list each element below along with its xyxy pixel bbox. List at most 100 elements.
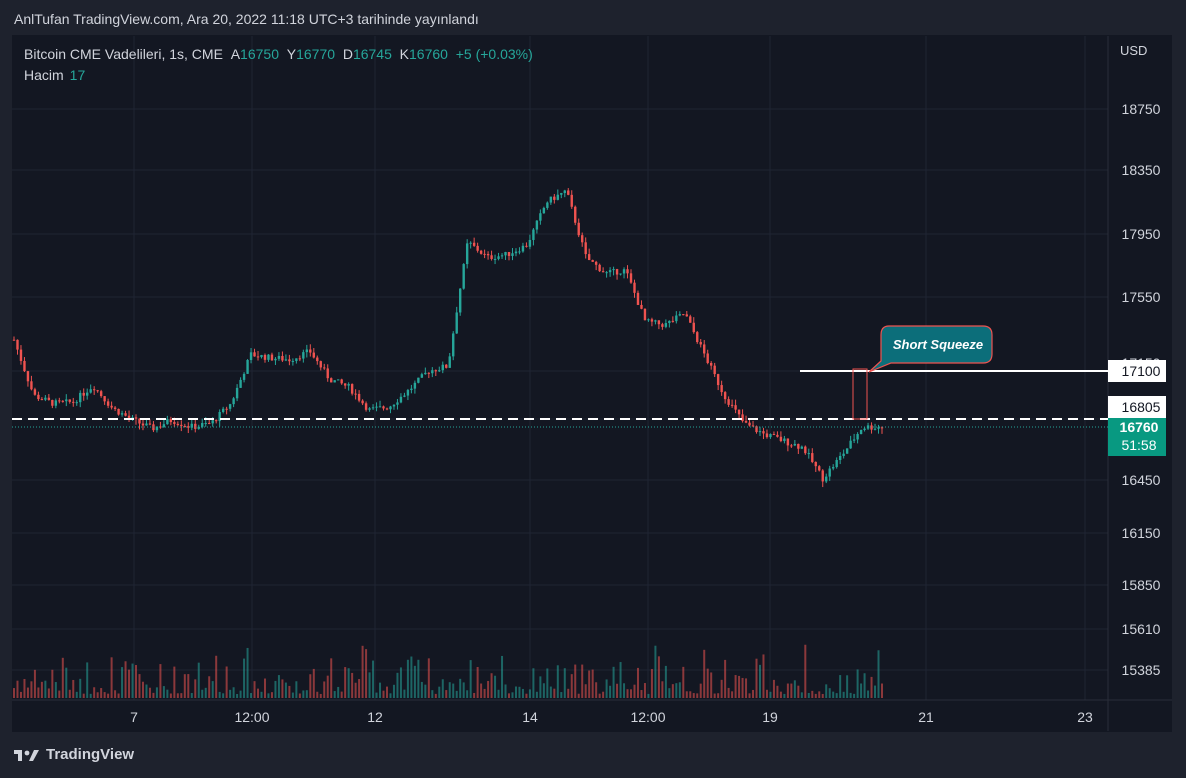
volume-bar bbox=[44, 680, 47, 698]
chart-pane[interactable] bbox=[12, 35, 1172, 732]
candle-body bbox=[396, 402, 399, 405]
volume-bar bbox=[508, 693, 511, 698]
candle-body bbox=[103, 396, 106, 402]
volume-bar bbox=[166, 689, 169, 698]
volume-bar bbox=[316, 691, 319, 698]
candle-body bbox=[741, 414, 744, 422]
volume-bar bbox=[445, 690, 448, 698]
candle-body bbox=[228, 404, 232, 409]
currency-label[interactable]: USD bbox=[1120, 43, 1148, 58]
volume-bar bbox=[19, 691, 22, 698]
candle-body bbox=[361, 400, 364, 404]
volume-bar bbox=[155, 687, 158, 698]
candle-body bbox=[845, 448, 849, 454]
volume-bar bbox=[180, 693, 183, 698]
volume-bar bbox=[521, 688, 524, 698]
candle-body bbox=[608, 270, 612, 273]
volume-bar bbox=[365, 649, 368, 698]
price-tick-label: 15385 bbox=[1122, 662, 1161, 678]
volume-bar bbox=[487, 680, 490, 698]
volume-bar bbox=[396, 672, 399, 698]
candle-body bbox=[797, 443, 800, 449]
volume-bar bbox=[567, 688, 570, 698]
candle-body bbox=[838, 455, 842, 461]
candle-body bbox=[804, 446, 807, 454]
label-16805: 16805 bbox=[1108, 396, 1166, 418]
volume-bar bbox=[250, 693, 253, 698]
volume-bar bbox=[61, 657, 64, 698]
candle-body bbox=[173, 422, 176, 424]
volume-bar bbox=[853, 693, 856, 698]
candle-body bbox=[591, 260, 594, 262]
candle-body bbox=[675, 315, 678, 322]
volume-bar bbox=[284, 682, 287, 698]
candle-body bbox=[647, 319, 650, 321]
candle-body bbox=[696, 332, 699, 343]
volume-bar bbox=[263, 678, 266, 698]
volume-bar bbox=[689, 691, 692, 698]
time-tick-label: 14 bbox=[522, 709, 538, 725]
candle-body bbox=[23, 360, 26, 372]
volume-bar bbox=[243, 658, 246, 698]
volume-bar bbox=[176, 693, 179, 698]
candle-body bbox=[490, 255, 493, 259]
candle-body bbox=[277, 355, 281, 359]
high-value: 16770 bbox=[296, 46, 336, 62]
candle-body bbox=[44, 397, 47, 400]
candle-body bbox=[336, 379, 340, 381]
candle-body bbox=[155, 426, 159, 431]
volume-bar bbox=[734, 675, 737, 698]
volume-bar bbox=[825, 684, 828, 698]
volume-bar bbox=[643, 683, 646, 698]
candle-body bbox=[176, 423, 180, 425]
volume-bar bbox=[351, 672, 354, 698]
volume-bar bbox=[51, 669, 54, 698]
candle-body bbox=[204, 422, 207, 424]
volume-bar bbox=[553, 688, 556, 698]
candle-body bbox=[762, 431, 765, 434]
volume-bar bbox=[169, 693, 172, 698]
candle-body bbox=[643, 308, 647, 321]
volume-bar bbox=[650, 669, 653, 698]
candle-body bbox=[288, 359, 291, 362]
volume-bar bbox=[776, 685, 779, 698]
volume-bar bbox=[860, 683, 863, 698]
candle-body bbox=[263, 354, 267, 360]
candle-body bbox=[689, 316, 692, 323]
short-squeeze-callout[interactable]: Short Squeeze bbox=[868, 325, 993, 373]
volume-bar bbox=[162, 686, 165, 698]
candle-body bbox=[413, 382, 417, 389]
volume-bar bbox=[511, 692, 514, 698]
candle-body bbox=[560, 193, 563, 195]
candle-body bbox=[870, 425, 873, 430]
candle-body bbox=[877, 427, 880, 429]
candle-body bbox=[357, 393, 361, 401]
candle-body bbox=[629, 273, 633, 283]
volume-bar bbox=[849, 692, 852, 698]
candle-body bbox=[755, 426, 758, 433]
volume-bar bbox=[148, 687, 151, 698]
candle-body bbox=[650, 319, 654, 322]
volume-bar bbox=[473, 692, 476, 698]
svg-text:17100: 17100 bbox=[1122, 363, 1161, 379]
candle-body bbox=[385, 408, 389, 410]
volume-bar bbox=[399, 667, 402, 698]
volume-bar bbox=[159, 664, 162, 698]
candle-body bbox=[535, 220, 539, 230]
volume-bar bbox=[406, 659, 409, 698]
candle-body bbox=[37, 394, 40, 400]
candle-body bbox=[340, 379, 343, 384]
symbol-name[interactable]: Bitcoin CME Vadelileri, 1s, CME bbox=[24, 46, 223, 62]
candle-body bbox=[218, 411, 221, 422]
volume-bar bbox=[194, 679, 197, 698]
volume-bar bbox=[602, 691, 605, 698]
volume-bar bbox=[877, 650, 880, 698]
candle-body bbox=[507, 252, 511, 256]
volume-bar bbox=[257, 688, 260, 698]
candle-body bbox=[581, 235, 584, 243]
volume-bar bbox=[863, 673, 866, 698]
volume-bar bbox=[654, 645, 657, 698]
volume-bar bbox=[518, 686, 521, 698]
volume-bar bbox=[783, 693, 786, 698]
